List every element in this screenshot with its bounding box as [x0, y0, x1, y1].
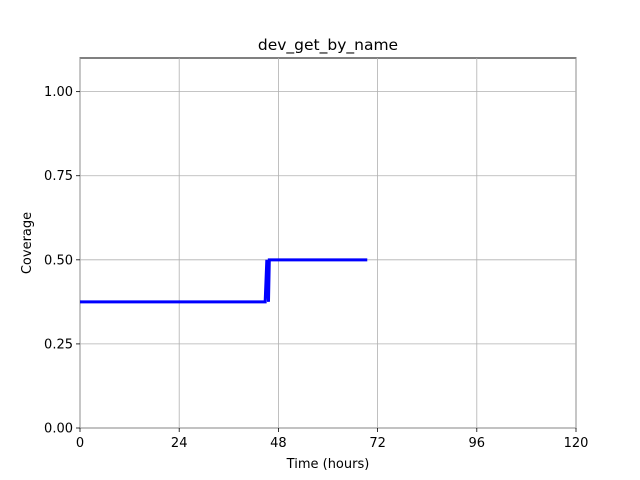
axis-ticks: 0 24 48 72 96 120 0.00 0.25 0.50 0.75 1.00	[44, 85, 588, 451]
series-layer	[80, 258, 368, 304]
y-tick-label: 0.75	[44, 169, 73, 184]
x-tick-label: 48	[270, 436, 287, 451]
x-tick-label: 72	[369, 436, 386, 451]
x-tick-label: 24	[171, 436, 188, 451]
grid-lines	[79, 58, 577, 429]
chart-title: dev_get_by_name	[258, 36, 398, 55]
x-tick-label: 120	[564, 436, 589, 451]
y-tick-label: 0.50	[44, 253, 73, 268]
x-axis-label: Time (hours)	[286, 457, 370, 472]
y-tick-label: 1.00	[44, 85, 73, 100]
x-tick-label: 96	[469, 436, 486, 451]
plot-area-frame	[79, 57, 577, 429]
y-axis-label: Coverage	[20, 212, 35, 274]
coverage-series-line	[80, 258, 368, 304]
y-tick-label: 0.25	[44, 337, 73, 352]
y-tick-label: 0.00	[44, 422, 73, 437]
x-tick-label: 0	[76, 436, 84, 451]
